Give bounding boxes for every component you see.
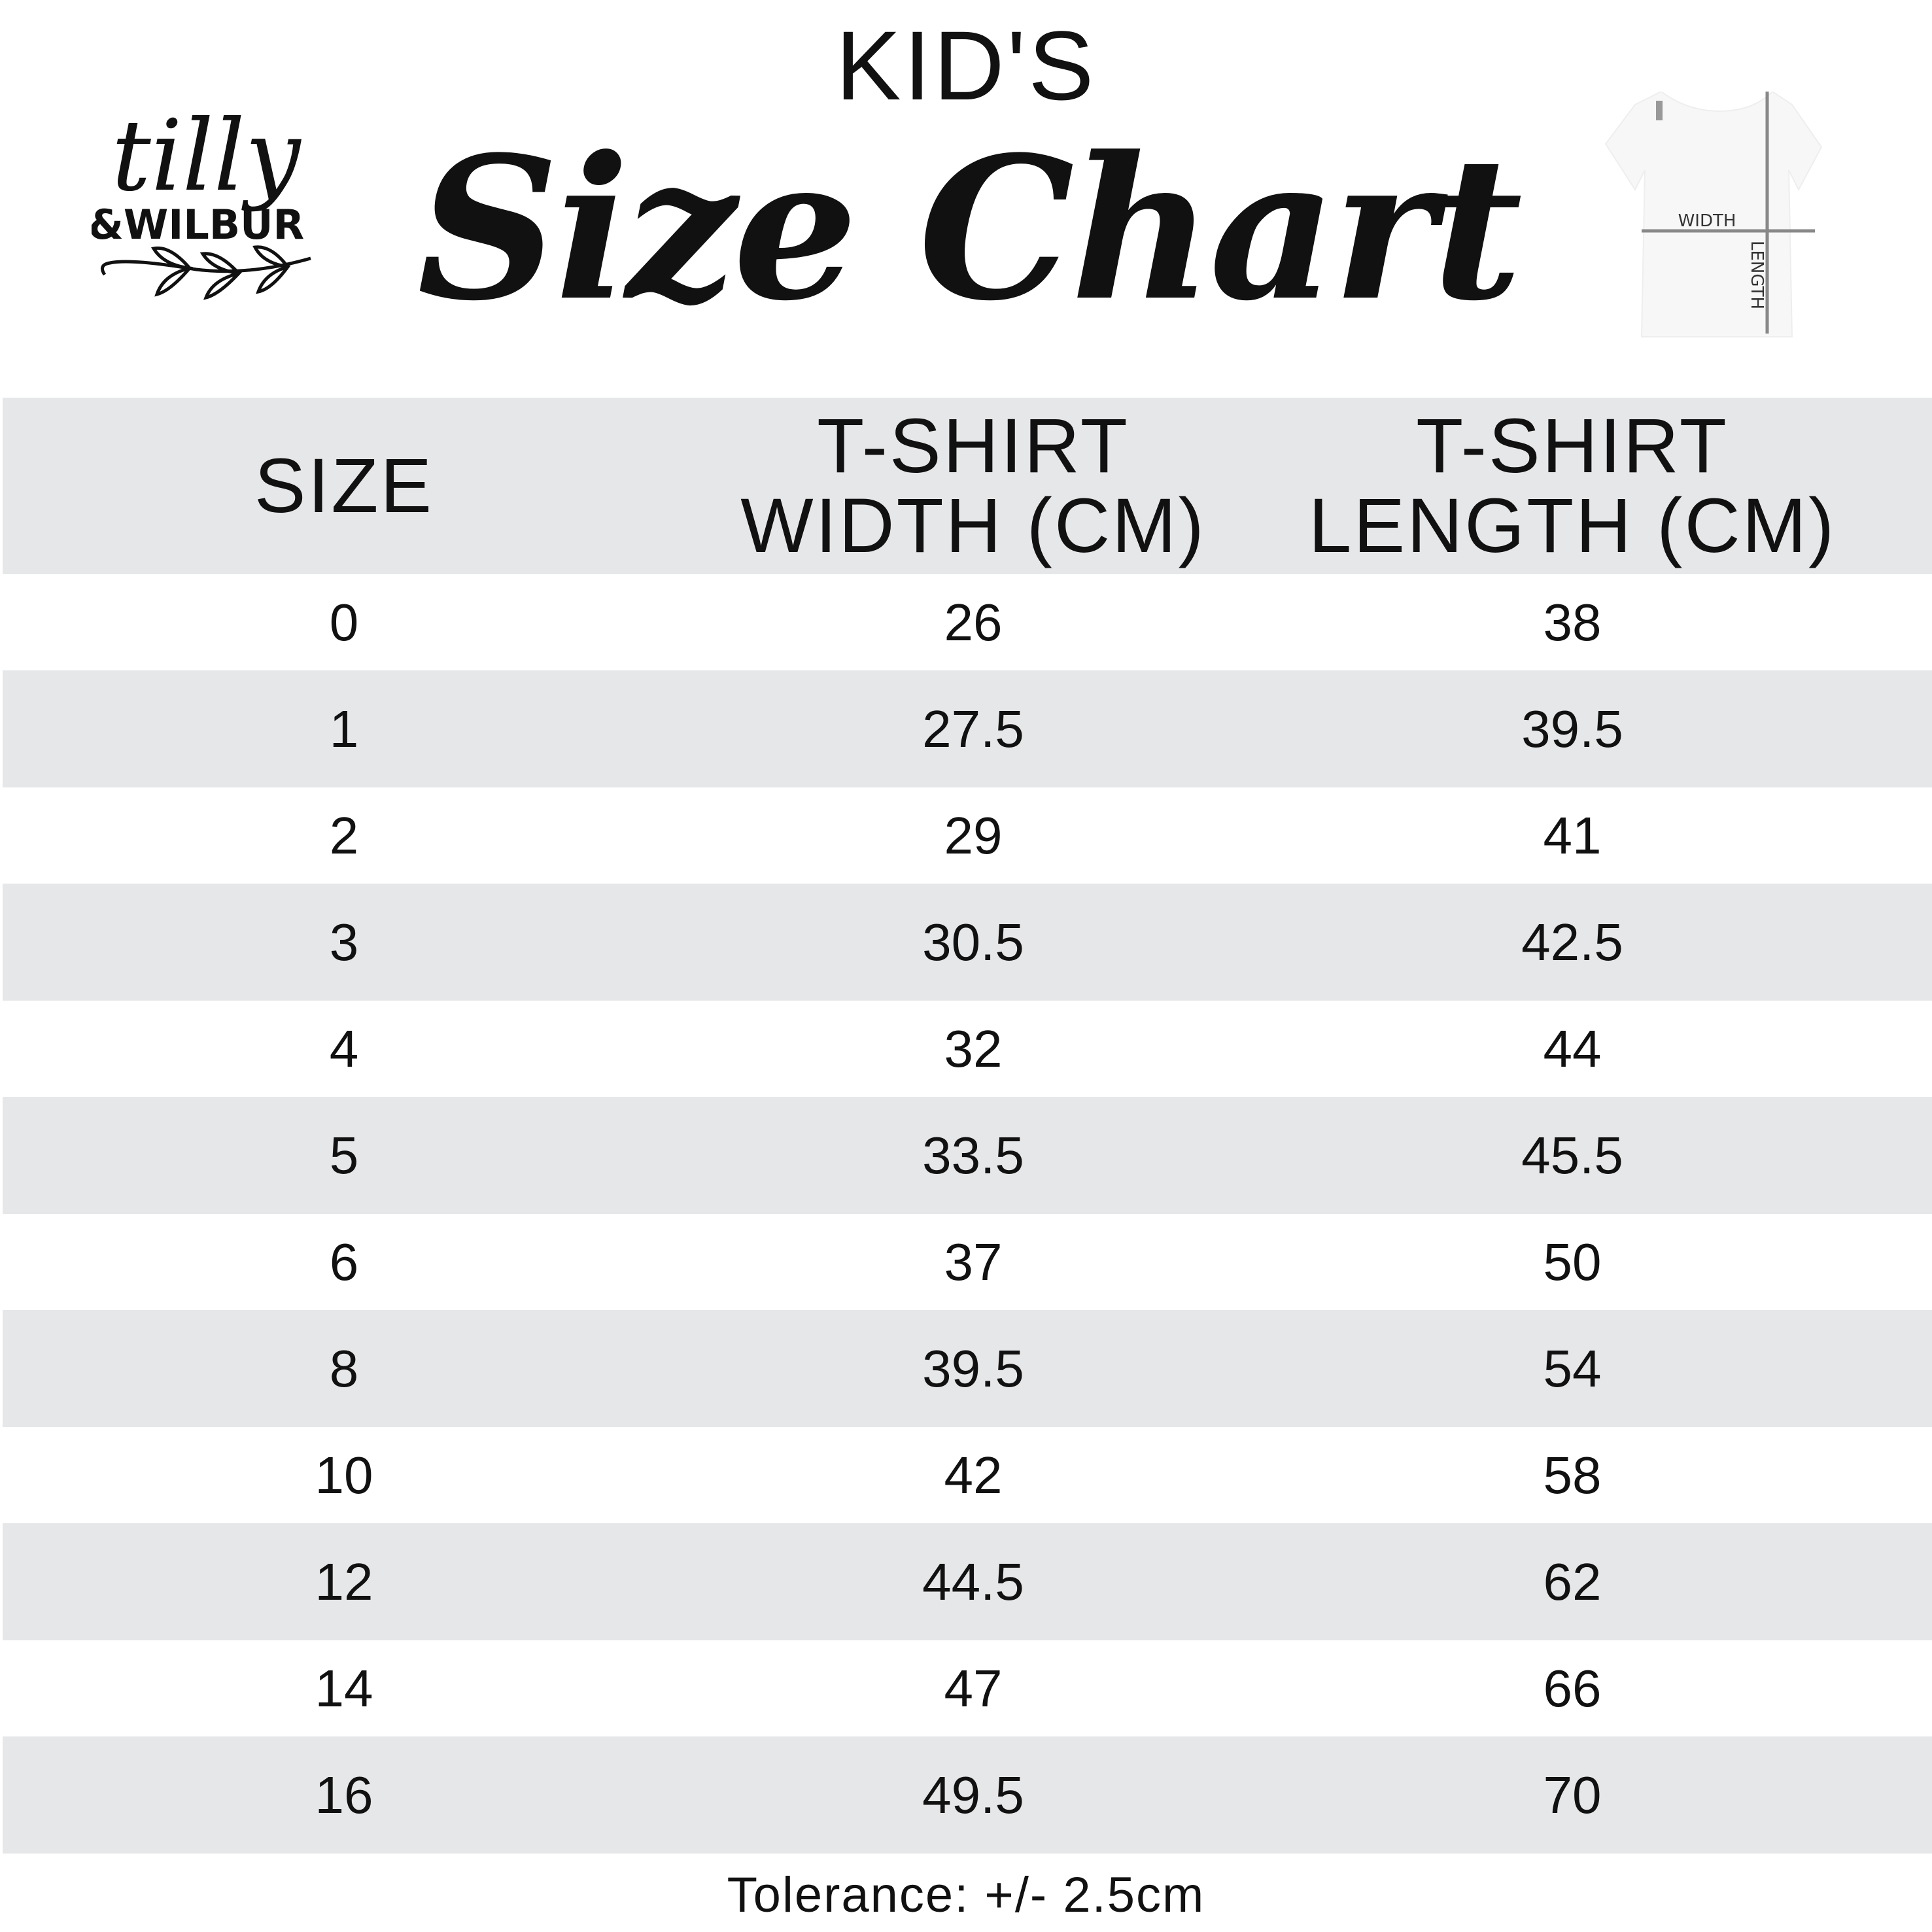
cell-length: 54	[1543, 1339, 1602, 1398]
page-title: Size Chart	[417, 113, 1523, 344]
cell-length: 39.5	[1521, 699, 1623, 758]
table-row: 0 26 38	[3, 574, 1932, 670]
table-row: 3 30.5 42.5	[3, 884, 1932, 1001]
cell-width: 29	[944, 806, 1003, 865]
header-line: T-SHIRT	[817, 403, 1130, 489]
tshirt-measurement-diagram: WIDTH LENGTH	[1604, 92, 1823, 337]
cell-width: 30.5	[922, 912, 1024, 971]
cell-length: 70	[1543, 1765, 1602, 1824]
cell-size: 6	[329, 1232, 359, 1291]
cell-length: 58	[1543, 1445, 1602, 1504]
column-header-length: T-SHIRT LENGTH (CM)	[1261, 406, 1884, 566]
column-header-width: T-SHIRT WIDTH (CM)	[685, 406, 1261, 566]
cell-size: 3	[329, 912, 359, 971]
table-row: 14 47 66	[3, 1640, 1932, 1736]
svg-text:tilly: tilly	[112, 99, 302, 213]
cell-width: 37	[944, 1232, 1003, 1291]
cell-length: 66	[1543, 1659, 1602, 1717]
cell-size: 8	[329, 1339, 359, 1398]
cell-size: 12	[315, 1552, 373, 1611]
cell-length: 44	[1543, 1019, 1602, 1078]
cell-width: 39.5	[922, 1339, 1024, 1398]
cell-size: 5	[329, 1126, 359, 1184]
table-row: 6 37 50	[3, 1214, 1932, 1310]
cell-width: 32	[944, 1019, 1003, 1078]
cell-length: 45.5	[1521, 1126, 1623, 1184]
table-row: 1 27.5 39.5	[3, 670, 1932, 787]
cell-size: 14	[315, 1659, 373, 1717]
table-row: 4 32 44	[3, 1001, 1932, 1097]
table-row: 5 33.5 45.5	[3, 1097, 1932, 1214]
table-row: 16 49.5 70	[3, 1736, 1932, 1854]
cell-size: 1	[329, 699, 359, 758]
cell-size: 2	[329, 806, 359, 865]
brand-logo: tilly &WILBUR	[92, 99, 311, 300]
cell-width: 47	[944, 1659, 1003, 1717]
cell-width: 26	[944, 593, 1003, 651]
header-line: T-SHIRT	[1416, 403, 1729, 489]
table-row: 10 42 58	[3, 1427, 1932, 1523]
header-line: WIDTH (CM)	[740, 483, 1206, 569]
cell-length: 41	[1543, 806, 1602, 865]
cell-width: 44.5	[922, 1552, 1024, 1611]
cell-size: 16	[315, 1765, 373, 1824]
cell-length: 42.5	[1521, 912, 1623, 971]
cell-width: 27.5	[922, 699, 1024, 758]
cell-width: 42	[944, 1445, 1003, 1504]
table-row: 2 29 41	[3, 787, 1932, 884]
cell-length: 62	[1543, 1552, 1602, 1611]
cell-length: 38	[1543, 593, 1602, 651]
column-header-size: SIZE	[254, 443, 434, 529]
tolerance-note: Tolerance: +/- 2.5cm	[727, 1867, 1205, 1923]
cell-width: 33.5	[922, 1126, 1024, 1184]
svg-text:LENGTH: LENGTH	[1747, 241, 1767, 309]
cell-length: 50	[1543, 1232, 1602, 1291]
table-row: 8 39.5 54	[3, 1310, 1932, 1427]
cell-width: 49.5	[922, 1765, 1024, 1824]
cell-size: 10	[315, 1445, 373, 1504]
svg-text:WIDTH: WIDTH	[1678, 211, 1736, 231]
header-line: LENGTH (CM)	[1308, 483, 1837, 569]
cell-size: 0	[329, 593, 359, 651]
table-row: 12 44.5 62	[3, 1523, 1932, 1640]
size-table: SIZE T-SHIRT WIDTH (CM) T-SHIRT LENGTH (…	[3, 398, 1932, 1854]
kicker-heading: KID'S	[835, 10, 1097, 120]
table-header: SIZE T-SHIRT WIDTH (CM) T-SHIRT LENGTH (…	[3, 398, 1932, 574]
svg-text:&WILBUR: &WILBUR	[92, 201, 304, 249]
cell-size: 4	[329, 1019, 359, 1078]
